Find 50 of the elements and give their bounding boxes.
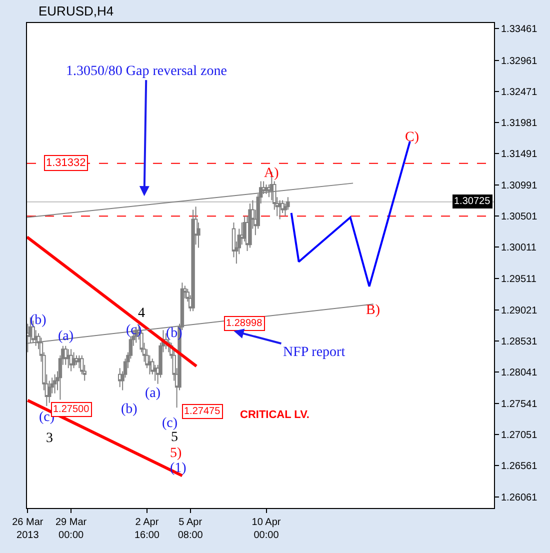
y-tick-label: 1.30011 — [501, 242, 537, 254]
annotation: A) — [264, 166, 280, 181]
annotation: 3 — [46, 431, 53, 446]
y-tick-label: 1.33461 — [501, 24, 538, 36]
candlestick — [69, 348, 73, 372]
annotation: 1.27500 — [53, 404, 90, 415]
annotation: 4 — [138, 306, 145, 321]
chart-title: EURUSD,H4 — [38, 4, 114, 19]
y-tick-label: 1.27051 — [501, 430, 538, 441]
x-tick-label: 29 Mar 00:00 — [55, 517, 88, 541]
candlestick — [278, 200, 282, 220]
y-tick-label: 1.27541 — [501, 398, 538, 410]
y-tick-label: 1.31491 — [501, 148, 538, 160]
candlestick — [52, 374, 57, 394]
candlestick — [64, 345, 68, 366]
y-tick-label: 1.28041 — [501, 367, 538, 378]
annotation: (b) — [121, 402, 138, 417]
y-tick-label: 1.28531 — [501, 336, 538, 348]
annotation: CRITICAL LV. — [240, 409, 310, 421]
y-tick-label: 1.29021 — [501, 305, 538, 316]
annotation: (1) — [170, 461, 187, 476]
y-tick-label: 1.29511 — [501, 274, 537, 286]
x-tick-label: 2 Apr 16:00 — [134, 517, 160, 541]
annotation: NFP report — [283, 345, 346, 360]
annotation: 5 — [171, 430, 178, 445]
ref-line-label: 1.30725 — [454, 196, 491, 207]
y-tick-label: 1.30501 — [501, 212, 538, 223]
annotation: (c) — [126, 323, 142, 338]
y-tick-label: 1.30991 — [501, 180, 538, 192]
x-tick-label: 5 Apr 08:00 — [178, 517, 204, 541]
y-tick-label: 1.32961 — [501, 56, 538, 67]
y-tick-label: 1.31981 — [501, 118, 538, 129]
candlestick — [74, 354, 78, 366]
annotation: (a) — [145, 386, 161, 401]
candlestick — [72, 352, 76, 369]
candlestick — [66, 348, 70, 369]
annotation: 5) — [170, 446, 182, 461]
y-tick-label: 1.32471 — [501, 86, 538, 98]
annotation: 1.28998 — [226, 318, 263, 329]
annotation: 1.27475 — [184, 406, 221, 417]
annotation: B) — [366, 303, 380, 318]
annotation: (c) — [162, 416, 178, 431]
y-tick-label: 1.26561 — [501, 461, 538, 472]
annotation: 1.3050/80 Gap reversal zone — [66, 64, 227, 79]
annotation: (b) — [30, 313, 47, 328]
y-tick-label: 1.26061 — [501, 492, 538, 504]
annotation: C) — [405, 130, 420, 145]
x-tick-label: 26 Mar 2013 — [12, 517, 44, 541]
x-tick-label: 10 Apr 00:00 — [252, 517, 282, 541]
ref-line-label: 1.31332 — [46, 157, 86, 169]
